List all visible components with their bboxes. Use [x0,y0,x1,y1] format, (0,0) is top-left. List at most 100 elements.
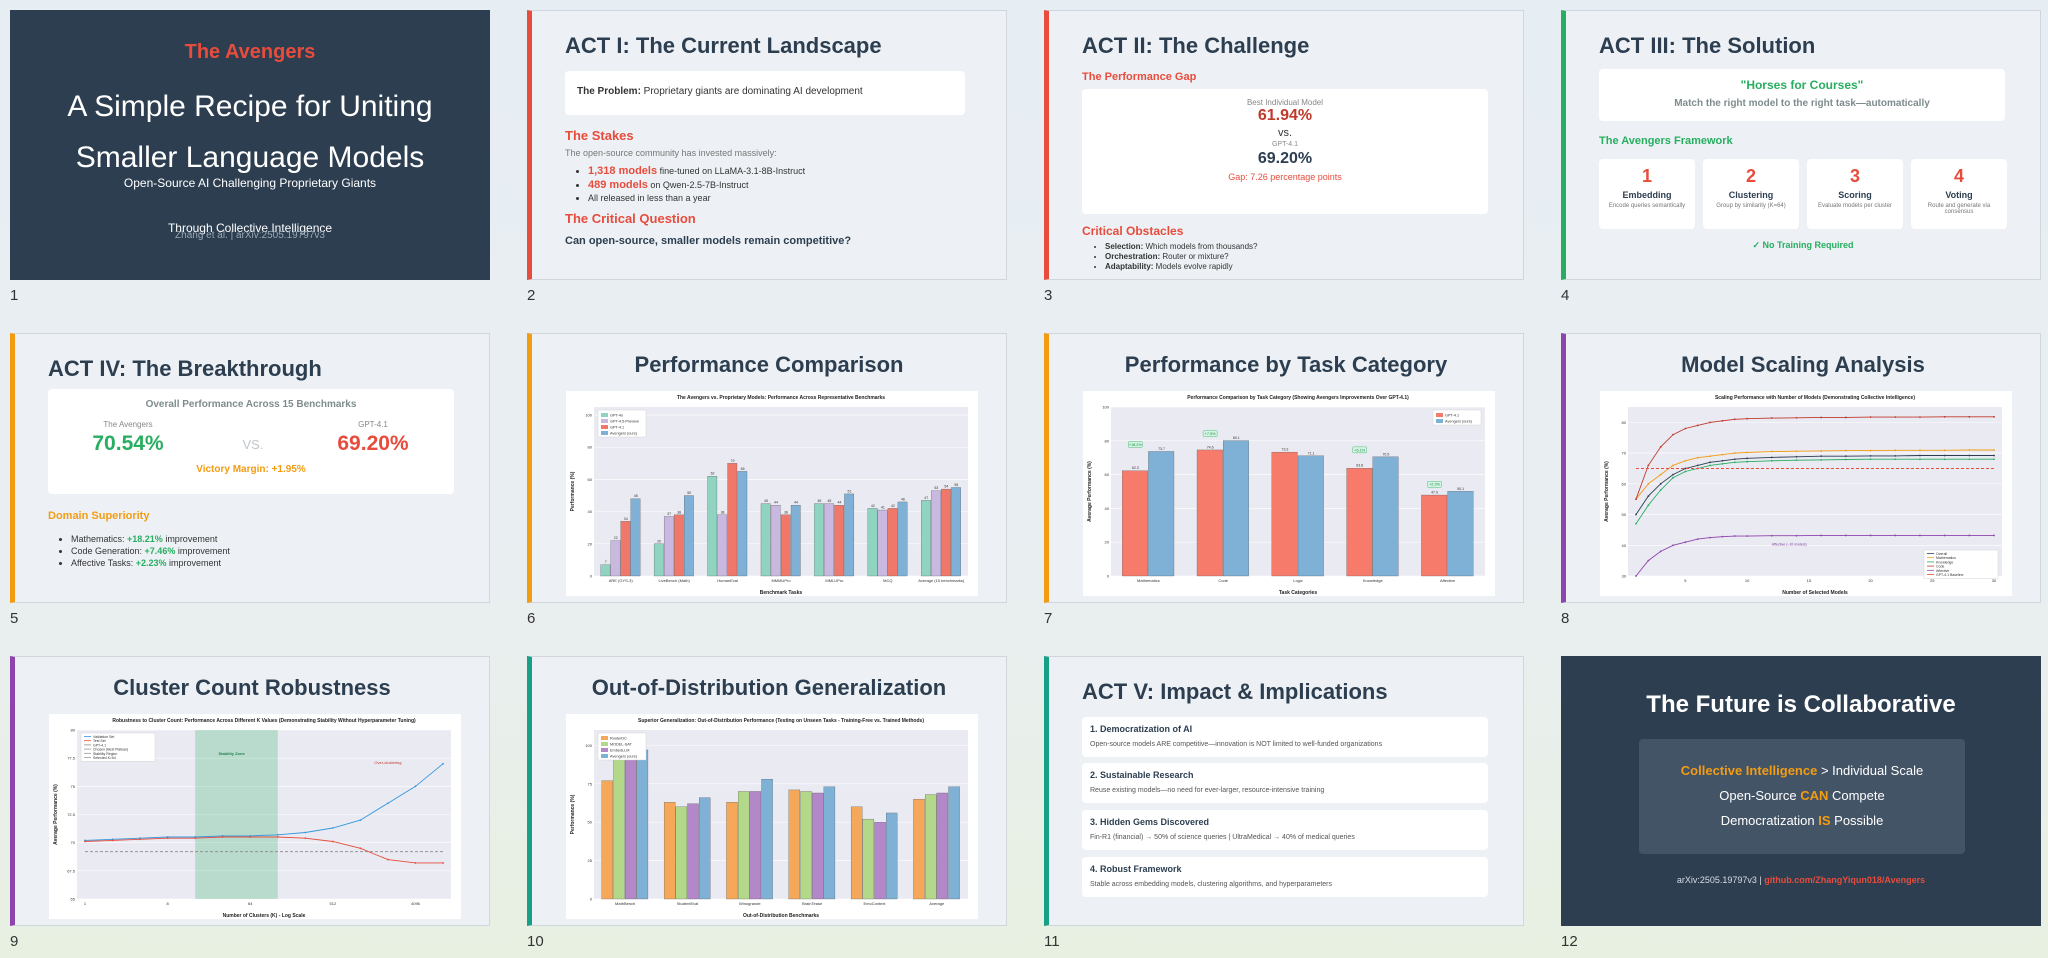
impact-card: 3. Hidden Gems Discovered Fin-R1 (financ… [1082,810,1488,850]
bar-value-label: 44 [794,501,798,505]
bar [760,503,771,577]
bar-value-label: 38 [677,510,681,514]
domain-gain: +7.46% [144,546,176,556]
gpt-value: 69.20% [1257,150,1313,167]
slide-11[interactable]: ACT V: Impact & Implications 1. Democrat… [1044,656,1524,926]
legend-swatch [601,431,608,435]
plot-area [1628,407,2002,576]
data-point [1647,482,1650,485]
x-tick-label: HumanEval [717,578,738,583]
data-point [1844,455,1847,458]
over-clustering-label: Over-clustering [374,760,401,765]
slide-2[interactable]: ACT I: The Current Landscape The Problem… [527,10,1007,280]
x-tick-label: Affective [1440,578,1456,583]
x-tick-label: EmoContext [863,901,886,906]
slide-1[interactable]: The Avengers A Simple Recipe for Uniting… [10,10,490,280]
slide-1-title: A Simple Recipe for Uniting Smaller Lang… [11,81,489,183]
legend-label: GPT-4.1 [1445,414,1459,418]
data-point [1647,495,1650,498]
no-training-note: ✓ No Training Required [1752,240,1854,250]
legend-box [1923,549,1999,579]
bar [823,786,836,900]
bar-value-label: 80.1 [1233,436,1240,440]
data-point [1672,476,1674,479]
stability-zone-label: Stability Zone [218,751,245,756]
data-point [1968,449,1971,451]
data-point [1894,416,1897,419]
step-number: 4 [1953,166,1964,186]
data-point [1844,449,1847,452]
x-tick-label: MMMUPro [771,578,791,583]
slide-10[interactable]: Out-of-Distribution Generalization Super… [527,656,1007,926]
x-axis-label: Out-of-Distribution Benchmarks [743,913,819,919]
impact-heading: 1. Democratization of AI [1090,724,1193,734]
bar-value-label: 46 [901,497,905,501]
slide-9[interactable]: Cluster Count Robustness Robustness to C… [10,656,490,926]
slide-5[interactable]: ACT IV: The Breakthrough Overall Perform… [10,333,490,603]
legend-label: Chosen (Best Plateau) [93,748,128,752]
data-point [414,862,417,864]
data-point [1894,458,1897,461]
slide-7[interactable]: Performance by Task Category Performance… [1044,333,1524,603]
step-number: 2 [1745,166,1756,186]
data-point [111,839,114,842]
bar [921,500,931,577]
data-point [1746,460,1749,463]
slide-number: 4 [1561,287,1570,304]
slide-1-title-line-1: A Simple Recipe for Uniting [67,90,433,123]
data-point [1684,467,1687,470]
data-point [1635,513,1637,516]
slide-4[interactable]: ACT III: The Solution "Horses for Course… [1561,10,2041,280]
data-point [1770,456,1773,459]
impact-card: 2. Sustainable Research Reuse existing m… [1082,763,1488,803]
y-tick-label: 20 [1105,540,1110,545]
bar [886,812,898,900]
bar-value-label: 38 [721,510,725,514]
arxiv-reference: arXiv:2505.19797v3 | [1676,875,1765,885]
bar [1346,468,1373,577]
y-tick-label: 80 [1105,438,1110,443]
data-point [166,837,169,840]
x-axis-label: Number of Clusters (K) - Log Scale [223,913,306,919]
github-link[interactable]: github.com/ZhangYiqun018/Avengers [1764,875,1926,885]
data-point [331,840,334,843]
data-point [1721,453,1724,456]
data-point [1672,473,1674,476]
obstacle-text: Models evolve rapidly [1153,262,1233,271]
data-point [1919,416,1921,419]
slide-title: Out-of-Distribution Generalization [591,675,947,700]
data-point [1943,454,1946,457]
bar-value-label: 70.5 [1382,452,1389,456]
slide-title: ACT II: The Challenge [1082,33,1310,58]
bar [1223,440,1249,577]
bar [913,798,925,900]
legend-label: RouterDC [610,737,627,741]
slide-8[interactable]: Model Scaling Analysis Scaling Performan… [1561,333,2041,603]
bar [1122,470,1148,577]
data-point [359,819,362,822]
y-tick-label: 80 [1622,420,1627,425]
bar [749,791,762,900]
x-axis-label: Task Categories [1279,590,1317,596]
step-name: Clustering [1728,190,1774,200]
y-tick-label: 80 [588,445,593,450]
slide-3[interactable]: ACT II: The Challenge The Performance Ga… [1044,10,1524,280]
legend-swatch [601,425,608,429]
obstacles-heading: Critical Obstacles [1082,224,1184,238]
y-axis-label: Average Performance (%) [1604,461,1610,522]
stakes-heading: The Stakes [565,128,634,143]
slide-6[interactable]: Performance Comparison The Avengers vs. … [527,333,1007,603]
highlight: Collective Intelligence [1680,763,1818,778]
chart-panel: Performance Comparison by Task Category … [1083,391,1495,596]
data-point [1709,461,1711,464]
chart-panel: Scaling Performance with Number of Model… [1600,391,2012,596]
bar [936,792,949,900]
bar [951,487,961,577]
improvement-label: +2.2% [1429,483,1440,487]
data-point [1659,446,1662,448]
impact-text: Reuse existing models—no need for ever-l… [1090,787,1325,794]
bar [737,791,750,900]
bar-value-label: 41 [881,506,885,510]
x-tick-label: 25 [1930,578,1935,583]
slide-12[interactable]: The Future is Collaborative Collective I… [1561,656,2041,926]
